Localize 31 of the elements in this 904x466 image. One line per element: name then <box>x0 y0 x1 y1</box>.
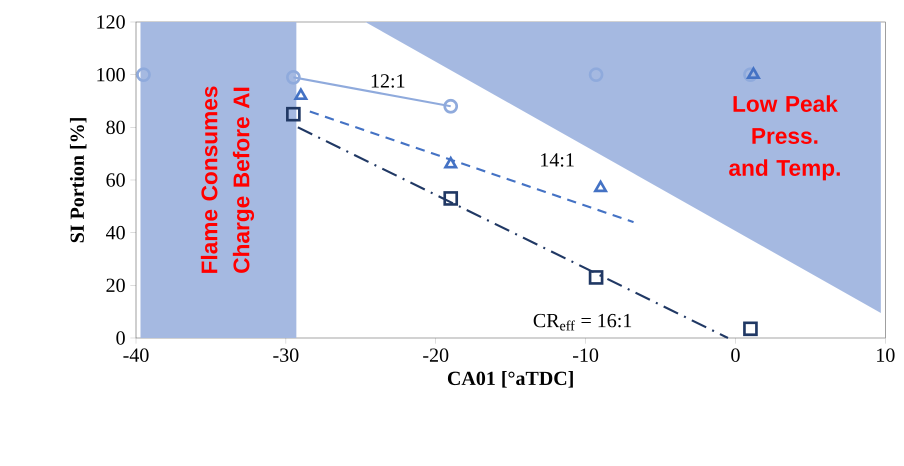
annotation: CR$_{eff}$ = 16:1 <box>534 314 632 331</box>
y-tick-label: 0 <box>116 331 125 345</box>
point <box>444 156 458 169</box>
point <box>746 67 760 79</box>
point <box>286 70 301 85</box>
annotation: Low Peak Press. and Temp. <box>729 95 840 180</box>
x-tick-label: -40 <box>123 348 149 362</box>
annotation: 12:1 <box>372 74 404 88</box>
y-axis-title: SI Portion [%] <box>70 118 86 242</box>
point <box>443 191 458 206</box>
point <box>743 321 758 336</box>
y-tick-label: 60 <box>106 173 125 187</box>
point <box>286 106 301 122</box>
y-tick-label: 40 <box>106 226 125 240</box>
y-tick-label: 80 <box>106 120 125 134</box>
point <box>588 270 604 285</box>
y-tick-label: 20 <box>106 278 125 292</box>
x-tick-label: 10 <box>877 348 895 362</box>
y-tick-label: 120 <box>97 15 125 29</box>
point <box>594 180 608 192</box>
point <box>443 98 458 114</box>
x-tick-label: -10 <box>573 348 598 362</box>
x-axis-title: CA01 [°aTDC] <box>448 371 573 388</box>
point <box>136 67 151 82</box>
annotation: Flame Consumes Charge Before AI <box>200 86 254 273</box>
annotation: 14:1 <box>541 153 574 167</box>
y-tick-label: 100 <box>97 68 125 82</box>
x-tick-label: 0 <box>731 348 740 362</box>
x-tick-label: -30 <box>273 348 298 362</box>
point <box>294 88 308 100</box>
x-tick-label: -20 <box>423 348 448 362</box>
